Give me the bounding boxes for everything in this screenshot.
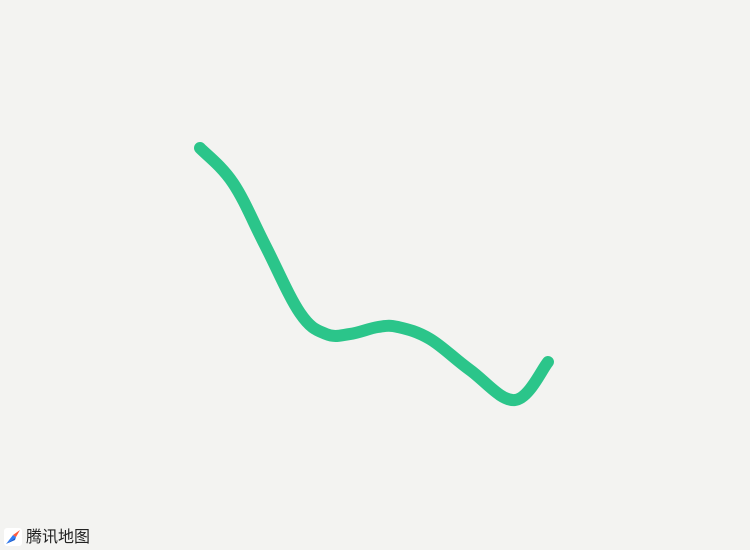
route-polyline: [194, 142, 554, 406]
attribution-text: 腾讯地图: [26, 527, 91, 546]
tencent-map-logo-icon: [4, 528, 22, 546]
map-attribution[interactable]: 腾讯地图: [4, 528, 90, 546]
